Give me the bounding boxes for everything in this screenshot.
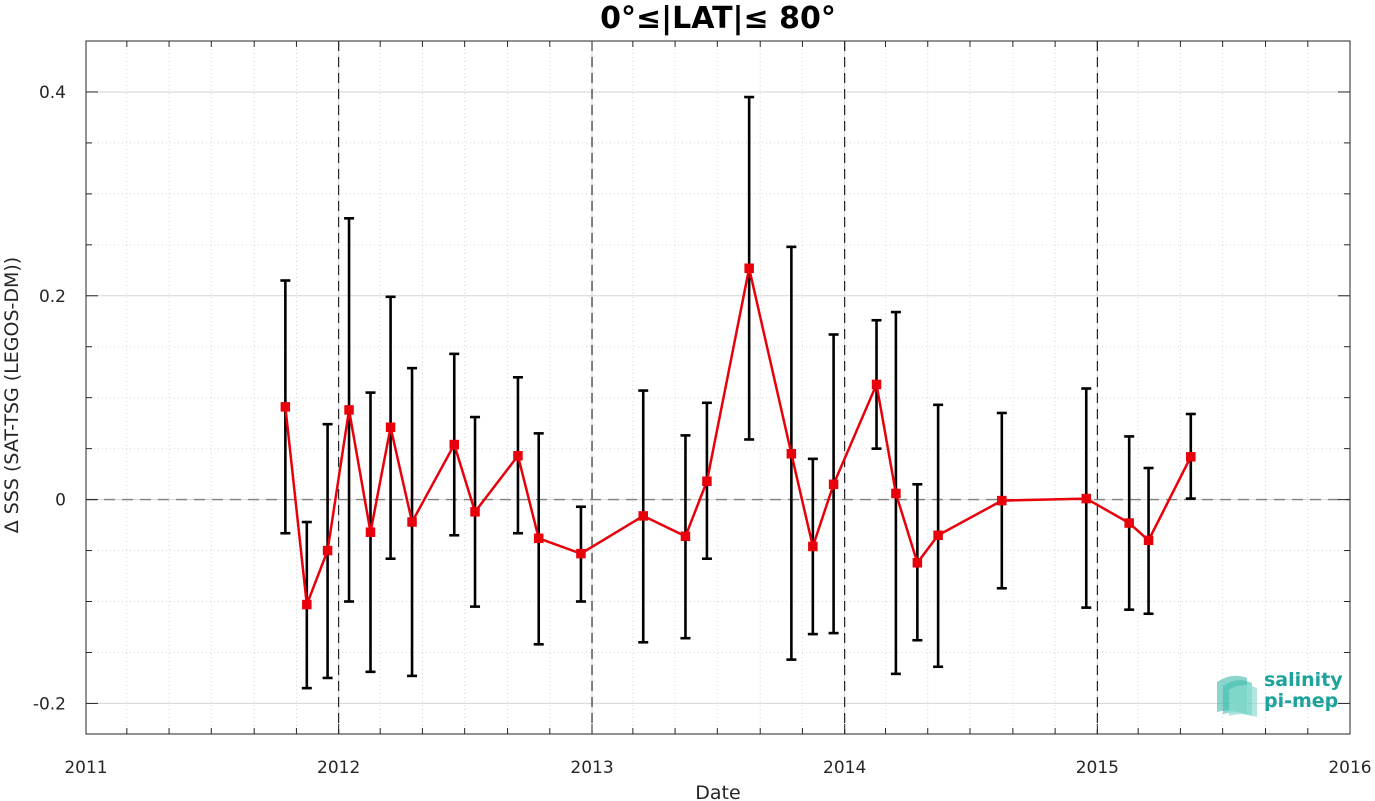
plot-frame [85,40,1351,735]
axes [85,40,1351,735]
data-point [407,517,417,527]
chart-title: 0°≤|LAT|≤ 80° [600,1,836,36]
x-tick-label: 2016 [1328,758,1371,778]
data-point [808,541,818,552]
data-point [302,599,312,610]
data-point [933,530,943,541]
data-markers [280,263,1196,610]
logo-line2: pi-mep [1264,690,1338,712]
x-tick-label: 2013 [570,758,613,778]
series-line [284,267,1192,606]
data-point [1186,452,1196,462]
grid [86,41,1350,734]
x-tick-label: 2015 [1076,758,1119,778]
y-tick-label: 0 [55,491,66,511]
data-point [1081,493,1092,504]
x-tick-label: 2014 [823,758,866,778]
data-point [744,263,754,274]
y-tick-label: -0.2 [33,694,66,714]
data-point [786,448,797,459]
data-point [513,451,523,461]
year-boundary-lines [338,41,1098,734]
data-point [871,379,882,390]
data-point [997,495,1007,506]
error-bars [280,95,1196,690]
y-axis-label: Δ SSS (SAT-TSG (LEGOS-DM)) [1,257,23,533]
data-point [638,511,648,521]
data-point [322,545,333,556]
data-point [365,527,376,537]
wave-logo-icon [1217,675,1257,717]
x-axis-label: Date [695,782,740,801]
data-point [344,405,354,415]
x-tick-label: 2012 [317,758,360,778]
data-point [385,422,396,432]
y-tick-labels: -0.2 0 0.2 0.4 [33,83,66,714]
data-point [533,533,544,544]
data-point [280,402,291,412]
x-tick-label: 2011 [64,758,107,778]
data-point [912,558,923,568]
salinity-pi-mep-logo: salinity pi-mep [1217,669,1343,717]
data-point [680,531,691,542]
data-point [449,439,460,450]
data-point [1143,535,1154,546]
data-point [702,476,712,487]
data-point [828,479,839,490]
y-tick-label: 0.2 [39,287,66,307]
x-tick-labels: 2011 2012 2013 2014 2015 2016 [64,758,1371,778]
data-point [891,488,901,499]
data-point [576,548,586,559]
y-tick-label: 0.4 [39,83,66,103]
data-point [1124,518,1134,528]
data-point [470,507,480,517]
logo-line1: salinity [1264,669,1343,691]
